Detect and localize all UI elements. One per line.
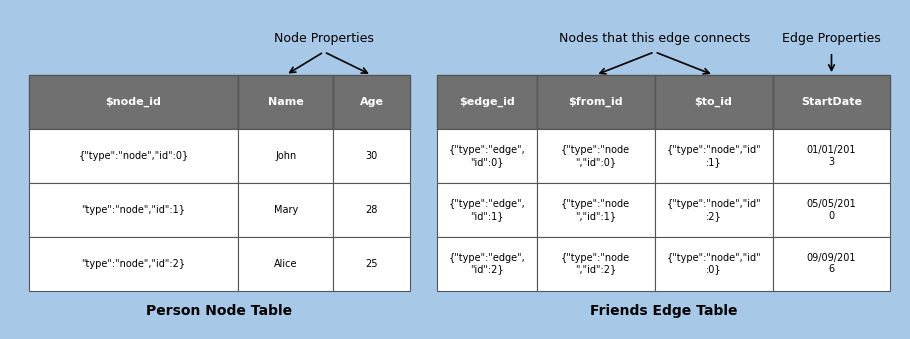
Text: {"type":"node","id"
:2}: {"type":"node","id" :2} bbox=[666, 199, 761, 221]
FancyBboxPatch shape bbox=[333, 183, 410, 237]
FancyBboxPatch shape bbox=[437, 75, 537, 129]
Text: {"type":"node","id"
:1}: {"type":"node","id" :1} bbox=[666, 145, 761, 167]
Text: {"type":"node
","id":1}: {"type":"node ","id":1} bbox=[561, 199, 631, 221]
Text: {"type":"node
","id":2}: {"type":"node ","id":2} bbox=[561, 253, 631, 275]
FancyBboxPatch shape bbox=[537, 237, 654, 291]
Text: Edge Properties: Edge Properties bbox=[782, 32, 881, 45]
Text: $from_id: $from_id bbox=[569, 97, 623, 107]
Text: "type":"node","id":1}: "type":"node","id":1} bbox=[81, 205, 186, 215]
Text: {"type":"edge",
"id":2}: {"type":"edge", "id":2} bbox=[449, 253, 525, 275]
FancyBboxPatch shape bbox=[28, 237, 238, 291]
FancyBboxPatch shape bbox=[773, 129, 891, 183]
FancyBboxPatch shape bbox=[437, 129, 537, 183]
FancyBboxPatch shape bbox=[654, 129, 773, 183]
Text: 28: 28 bbox=[365, 205, 378, 215]
FancyBboxPatch shape bbox=[437, 237, 537, 291]
FancyBboxPatch shape bbox=[654, 75, 773, 129]
FancyBboxPatch shape bbox=[773, 237, 891, 291]
Text: Age: Age bbox=[359, 97, 383, 107]
FancyBboxPatch shape bbox=[333, 75, 410, 129]
Text: Friends Edge Table: Friends Edge Table bbox=[590, 304, 737, 318]
FancyBboxPatch shape bbox=[537, 75, 654, 129]
Text: 09/09/201
6: 09/09/201 6 bbox=[807, 253, 856, 275]
Text: 05/05/201
0: 05/05/201 0 bbox=[806, 199, 856, 221]
Text: Name: Name bbox=[268, 97, 304, 107]
Text: $edge_id: $edge_id bbox=[459, 97, 515, 107]
Text: Mary: Mary bbox=[274, 205, 298, 215]
FancyBboxPatch shape bbox=[238, 75, 333, 129]
Text: {"type":"node
","id":0}: {"type":"node ","id":0} bbox=[561, 145, 631, 167]
Text: Nodes that this edge connects: Nodes that this edge connects bbox=[559, 32, 750, 45]
FancyBboxPatch shape bbox=[333, 237, 410, 291]
Text: Node Properties: Node Properties bbox=[274, 32, 374, 45]
Text: $node_id: $node_id bbox=[106, 97, 161, 107]
FancyBboxPatch shape bbox=[654, 183, 773, 237]
Text: John: John bbox=[275, 151, 297, 161]
Text: {"type":"node","id":0}: {"type":"node","id":0} bbox=[78, 151, 188, 161]
FancyBboxPatch shape bbox=[537, 129, 654, 183]
Text: {"type":"node","id"
:0}: {"type":"node","id" :0} bbox=[666, 253, 761, 275]
FancyBboxPatch shape bbox=[238, 129, 333, 183]
Text: {"type":"edge",
"id":1}: {"type":"edge", "id":1} bbox=[449, 199, 525, 221]
Text: 30: 30 bbox=[366, 151, 378, 161]
Text: StartDate: StartDate bbox=[801, 97, 862, 107]
FancyBboxPatch shape bbox=[537, 183, 654, 237]
FancyBboxPatch shape bbox=[238, 183, 333, 237]
Text: 01/01/201
3: 01/01/201 3 bbox=[807, 145, 856, 167]
FancyBboxPatch shape bbox=[773, 183, 891, 237]
FancyBboxPatch shape bbox=[654, 237, 773, 291]
Text: {"type":"edge",
"id":0}: {"type":"edge", "id":0} bbox=[449, 145, 525, 167]
FancyBboxPatch shape bbox=[333, 129, 410, 183]
Text: $to_id: $to_id bbox=[694, 97, 733, 107]
FancyBboxPatch shape bbox=[773, 75, 891, 129]
FancyBboxPatch shape bbox=[238, 237, 333, 291]
FancyBboxPatch shape bbox=[28, 129, 238, 183]
Text: Person Node Table: Person Node Table bbox=[147, 304, 292, 318]
Text: Alice: Alice bbox=[274, 259, 298, 268]
FancyBboxPatch shape bbox=[437, 183, 537, 237]
Text: 25: 25 bbox=[365, 259, 378, 268]
Text: "type":"node","id":2}: "type":"node","id":2} bbox=[81, 259, 186, 268]
FancyBboxPatch shape bbox=[28, 75, 238, 129]
FancyBboxPatch shape bbox=[28, 183, 238, 237]
